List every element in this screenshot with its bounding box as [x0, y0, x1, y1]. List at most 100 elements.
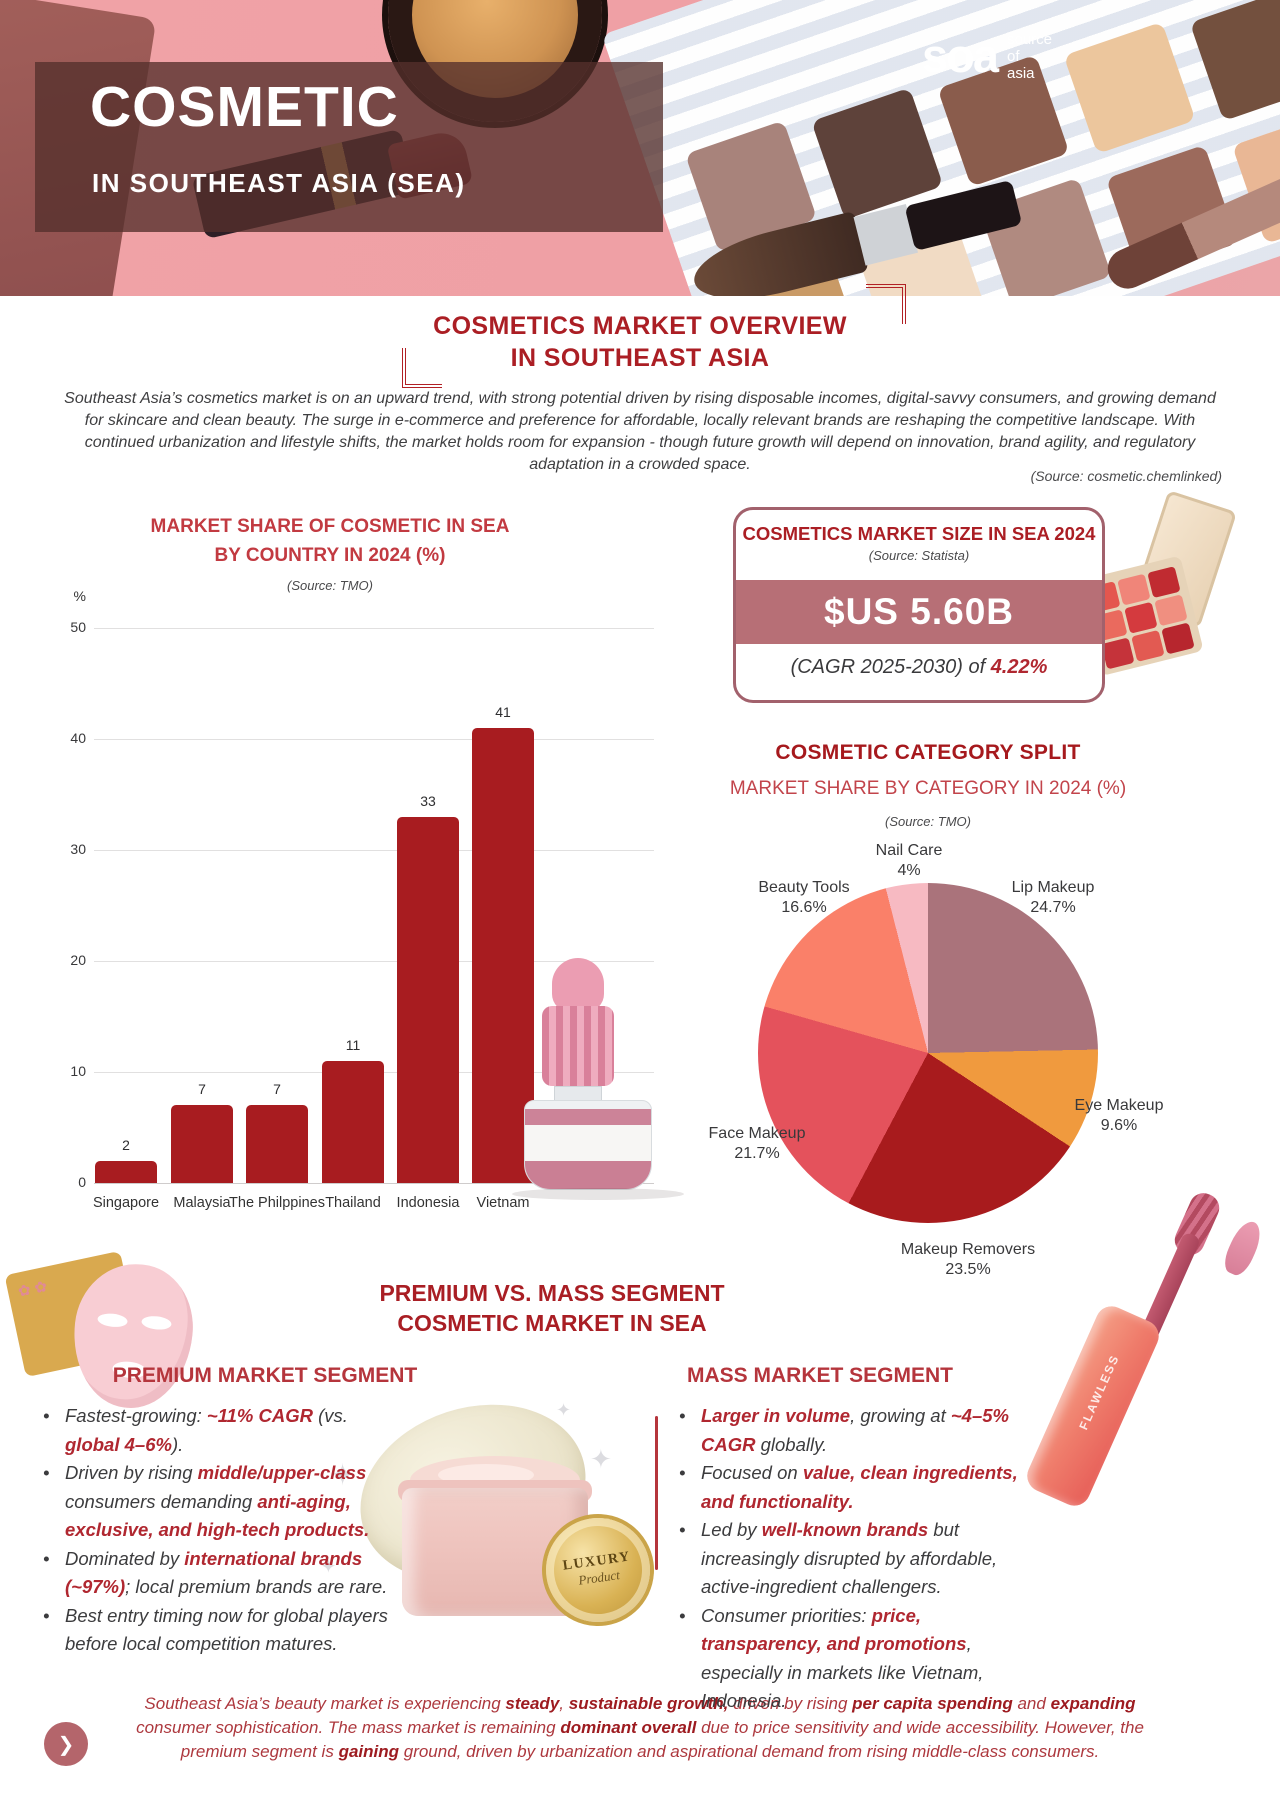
market-size-value: $US 5.60B	[736, 580, 1102, 644]
pie-label-text: 24.7%	[1030, 898, 1076, 916]
text-segment: ~11% CAGR	[206, 1405, 313, 1426]
pie-label-text: 4%	[897, 861, 921, 879]
palette-pan	[1160, 622, 1195, 655]
sparkle-icon: ✦	[590, 1444, 612, 1474]
bar-Singapore	[95, 1160, 157, 1183]
list-item: Led by well-known brands but increasingl…	[676, 1516, 1034, 1602]
bar-value-label: 7	[273, 1081, 281, 1098]
text-segment: globally.	[755, 1433, 828, 1455]
pie-label-Makeup Removers: Makeup Removers 23.5%	[878, 1240, 1058, 1279]
overview-heading-line2: IN SOUTHEAST ASIA	[510, 344, 770, 372]
text-segment: Larger in volume	[701, 1405, 851, 1426]
palette-pan	[1123, 601, 1158, 634]
pie-label-text: 16.6%	[781, 898, 827, 916]
pie-label-text: 23.5%	[945, 1260, 991, 1278]
y-axis-unit-label: %	[73, 588, 86, 604]
pie-label-text: Eye Makeup	[1074, 1097, 1164, 1114]
list-item: Driven by rising middle/upper-class cons…	[40, 1459, 392, 1545]
pie-label-text: 9.6%	[1100, 1116, 1138, 1134]
header-banner: COSMETIC IN SOUTHEAST ASIA (SEA) soa sou…	[0, 0, 1280, 296]
y-axis-tick: 30	[70, 841, 86, 857]
text-segment: value, clean ingredients, and functional…	[701, 1462, 1018, 1512]
bar-chart: 0 10 20 30 40 50 2 Singapore 7 Malaysia 7 The Philp…	[40, 619, 670, 1225]
category-pie-chart	[758, 883, 1098, 1223]
gloss-tube-label: FLAWLESS	[1076, 1351, 1123, 1432]
text-segment: , growing at	[850, 1405, 951, 1426]
column-divider	[655, 1416, 658, 1570]
bar-chart-title-line1: MARKET SHARE OF COSMETIC IN SEA	[150, 516, 510, 537]
bar-Malaysia	[171, 1105, 233, 1183]
palette-swatch	[1063, 21, 1196, 154]
text-segment: ).	[171, 1433, 184, 1455]
y-axis-tick: 50	[70, 619, 86, 635]
pie-label-text: Lip Makeup	[1011, 879, 1095, 896]
text-segment: Southeast Asia’s beauty market is experi…	[144, 1694, 506, 1713]
premium-segment-title: PREMIUM MARKET SEGMENT	[112, 1364, 418, 1387]
text-segment: well-known brands	[761, 1519, 929, 1540]
palette-pan	[1116, 573, 1151, 606]
bar-chart-source: (Source: TMO)	[287, 578, 373, 593]
text-segment: price, transparency, and promotions	[701, 1604, 967, 1655]
x-axis-label: Vietnam	[476, 1195, 530, 1211]
text-segment: but increasingly disrupted by affordable…	[701, 1519, 998, 1597]
text-segment: Driven by rising	[65, 1462, 198, 1483]
text-segment: consumer sophistication. The mass market…	[136, 1718, 561, 1737]
bar-value-label: 33	[420, 792, 436, 809]
list-item: Focused on value, clean ingredients, and…	[676, 1459, 1034, 1516]
text-segment: , especially in markets like Vietnam, In…	[701, 1633, 984, 1711]
bar-The Philppines	[246, 1105, 308, 1183]
bar-value-label: 2	[122, 1136, 130, 1153]
cream-jar-illustration: LUXURY Product	[337, 1376, 657, 1632]
cagr-prefix: (CAGR 2025-2030) of	[790, 656, 991, 678]
premium-bullet-list: Fastest-growing: ~11% CAGR (vs. global 4…	[40, 1402, 392, 1659]
logo-wordmark: source of asia	[1007, 30, 1053, 82]
palette-pan	[1100, 637, 1134, 670]
dropper-bottle-body	[524, 1100, 652, 1190]
list-item: Best entry timing now for global players…	[40, 1602, 392, 1659]
category-split-source: (Source: TMO)	[885, 814, 971, 829]
pie-label-Face Makeup: Face Makeup 21.7%	[677, 1124, 837, 1163]
gridline	[94, 1183, 654, 1184]
pie-label-Lip Makeup: Lip Makeup 24.7%	[973, 878, 1133, 917]
pie-label-text: Beauty Tools	[758, 879, 850, 896]
bottle-liquid	[525, 1161, 651, 1189]
pie-label-Eye Makeup: Eye Makeup 9.6%	[1039, 1096, 1199, 1135]
bar-Thailand	[322, 1060, 384, 1183]
palette-pan	[1153, 593, 1188, 626]
y-axis-tick: 10	[70, 1063, 86, 1079]
x-axis-label: The Philppines	[229, 1195, 325, 1211]
category-split-subtitle: MARKET SHARE BY CATEGORY IN 2024 (%)	[729, 778, 1127, 799]
title-overlay-box: COSMETIC IN SOUTHEAST ASIA (SEA)	[35, 62, 663, 232]
sparkle-icon: ✦	[556, 1400, 572, 1420]
text-segment: Led by	[701, 1519, 762, 1540]
segment-heading-line2: COSMETIC MARKET IN SEA	[397, 1310, 707, 1336]
mass-segment-title: MASS MARKET SEGMENT	[686, 1364, 953, 1387]
category-split-title: COSMETIC CATEGORY SPLIT	[775, 741, 1081, 764]
text-segment: global 4–6%	[65, 1433, 172, 1455]
dropper-bottle-illustration	[512, 958, 684, 1200]
x-axis-label: Singapore	[92, 1195, 160, 1211]
chevron-badge: ❯	[44, 1722, 88, 1766]
gridline	[94, 739, 654, 740]
y-axis-tick: 0	[78, 1174, 86, 1190]
source-of-asia-logo: soa source of asia	[922, 26, 1052, 86]
segment-heading-line1: PREMIUM VS. MASS SEGMENT	[379, 1280, 725, 1306]
overview-paragraph: Southeast Asia’s cosmetics market is on …	[64, 390, 1216, 473]
mass-bullet-list: Larger in volume, growing at ~4–5% CAGR …	[676, 1402, 1034, 1716]
page-title: COSMETIC	[90, 75, 399, 139]
bottle-liquid-band	[525, 1109, 651, 1125]
lip-gloss-illustration: FLAWLESS	[1022, 1188, 1280, 1520]
text-segment: anti-aging, exclusive, and high-tech pro…	[65, 1490, 370, 1541]
text-segment: (vs.	[312, 1405, 348, 1426]
pie-label-text: Face Makeup	[708, 1125, 806, 1142]
pie-label-Nail Care: Nail Care 4%	[829, 841, 989, 880]
x-axis-label: Thailand	[325, 1195, 381, 1211]
market-size-source: (Source: Statista)	[868, 548, 970, 563]
overview-source: (Source: cosmetic.chemlinked)	[1030, 468, 1222, 484]
bar-value-label: 7	[198, 1081, 206, 1098]
bar-value-label: 11	[345, 1036, 361, 1053]
text-segment: steady	[505, 1694, 560, 1713]
y-axis-tick: 20	[70, 952, 86, 968]
dropper-cap	[542, 1006, 614, 1086]
mask-eye-hole	[96, 1312, 129, 1329]
